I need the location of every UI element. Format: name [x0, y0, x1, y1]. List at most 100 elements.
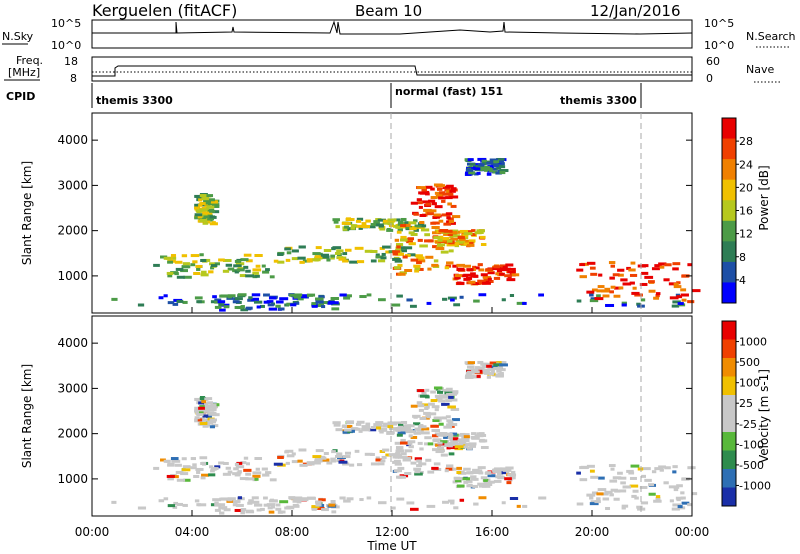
power-echo — [289, 293, 296, 297]
velocity-echo — [538, 496, 547, 500]
power-echo — [404, 254, 411, 258]
velocity-echo — [410, 435, 418, 439]
velocity-echo — [299, 463, 308, 467]
power-echo — [227, 294, 236, 298]
power-echo — [418, 259, 426, 263]
velocity-echo — [493, 479, 502, 483]
power-echo — [620, 278, 628, 282]
power-echo — [218, 303, 225, 307]
power-echo — [256, 305, 261, 309]
velocity-echo — [176, 502, 184, 506]
velocity-echo — [409, 430, 416, 434]
power-echo — [459, 295, 464, 299]
power-echo — [393, 266, 400, 270]
power-echo — [212, 295, 217, 299]
power-echo — [483, 167, 492, 171]
power-echo — [364, 249, 373, 253]
power-echo — [516, 301, 525, 305]
velocity-echo — [410, 404, 418, 408]
velocity-echo — [205, 415, 212, 419]
power-echo — [425, 255, 434, 259]
power-echo — [605, 303, 615, 307]
power-echo — [201, 270, 207, 274]
velocity-echo — [199, 405, 205, 409]
velocity-echo — [474, 370, 480, 374]
colorbar-tick-label: -500 — [739, 459, 764, 472]
cpid-segment-3: themis 3300 — [560, 94, 637, 107]
velocity-echo — [234, 462, 239, 466]
velocity-echo — [453, 506, 459, 510]
power-echo — [433, 259, 439, 263]
power-echo — [453, 303, 461, 307]
power-echo — [455, 240, 464, 244]
velocity-echo — [163, 497, 169, 501]
cpid-segment-2: normal (fast) 151 — [395, 85, 503, 98]
colorbar-swatch — [722, 413, 736, 433]
velocity-echo — [454, 477, 463, 481]
velocity-echo — [291, 452, 296, 456]
power-echo — [331, 247, 336, 251]
power-echo — [442, 297, 448, 301]
power-echo — [481, 281, 491, 285]
velocity-echo — [425, 388, 430, 392]
power-echo — [397, 263, 403, 267]
power-echo — [636, 302, 641, 306]
velocity-echo — [634, 496, 639, 500]
velocity-echo — [507, 473, 516, 477]
power-echo — [203, 215, 208, 219]
velocity-echo — [234, 473, 241, 477]
power-echo — [468, 239, 476, 243]
power-echo — [255, 264, 261, 268]
power-echo — [431, 225, 440, 229]
velocity-echo — [425, 405, 430, 409]
power-echo — [195, 264, 203, 268]
velocity-echo — [197, 503, 207, 507]
power-echo — [446, 216, 451, 220]
velocity-echo — [323, 451, 329, 455]
velocity-echo — [441, 402, 450, 406]
power-echo — [441, 199, 446, 203]
velocity-echo — [409, 507, 419, 511]
power-echo — [681, 298, 687, 302]
power-echo — [400, 217, 407, 221]
velocity-echo — [446, 387, 453, 391]
velocity-echo — [469, 444, 477, 448]
power-echo — [359, 295, 367, 299]
power-echo — [284, 247, 291, 251]
velocity-echo — [677, 505, 683, 509]
power-echo — [651, 267, 660, 271]
velocity-echo — [466, 446, 473, 450]
velocity-echo — [402, 458, 412, 462]
power-echo — [385, 250, 392, 254]
power-echo — [440, 250, 449, 254]
velocity-echo — [198, 411, 204, 415]
power-echo — [465, 168, 474, 172]
power-echo — [181, 265, 191, 269]
velocity-echo — [629, 484, 639, 488]
velocity-echo — [443, 435, 450, 439]
power-echo — [477, 157, 487, 161]
power-echo — [475, 164, 481, 168]
velocity-echo — [421, 391, 427, 395]
velocity-echo — [576, 471, 581, 475]
velocity-echo — [414, 457, 422, 461]
power-echo — [263, 293, 270, 297]
power-echo — [293, 295, 302, 299]
power-echo — [398, 252, 405, 256]
velocity-echo — [631, 494, 637, 498]
power-echo — [654, 264, 662, 268]
velocity-echo — [617, 471, 623, 475]
velocity-echo — [201, 473, 210, 477]
velocity-echo — [486, 375, 491, 379]
power-echo — [399, 238, 408, 242]
power-echo — [382, 245, 391, 249]
power-echo — [410, 201, 418, 205]
velocity-echo — [233, 467, 239, 471]
power-echo — [480, 243, 487, 247]
power-echo — [434, 205, 443, 209]
colorbar-swatch — [722, 321, 736, 340]
velocity-echo — [382, 424, 392, 428]
velocity-echo — [463, 433, 470, 437]
velocity-echo — [450, 501, 455, 505]
velocity-echo — [672, 465, 678, 469]
